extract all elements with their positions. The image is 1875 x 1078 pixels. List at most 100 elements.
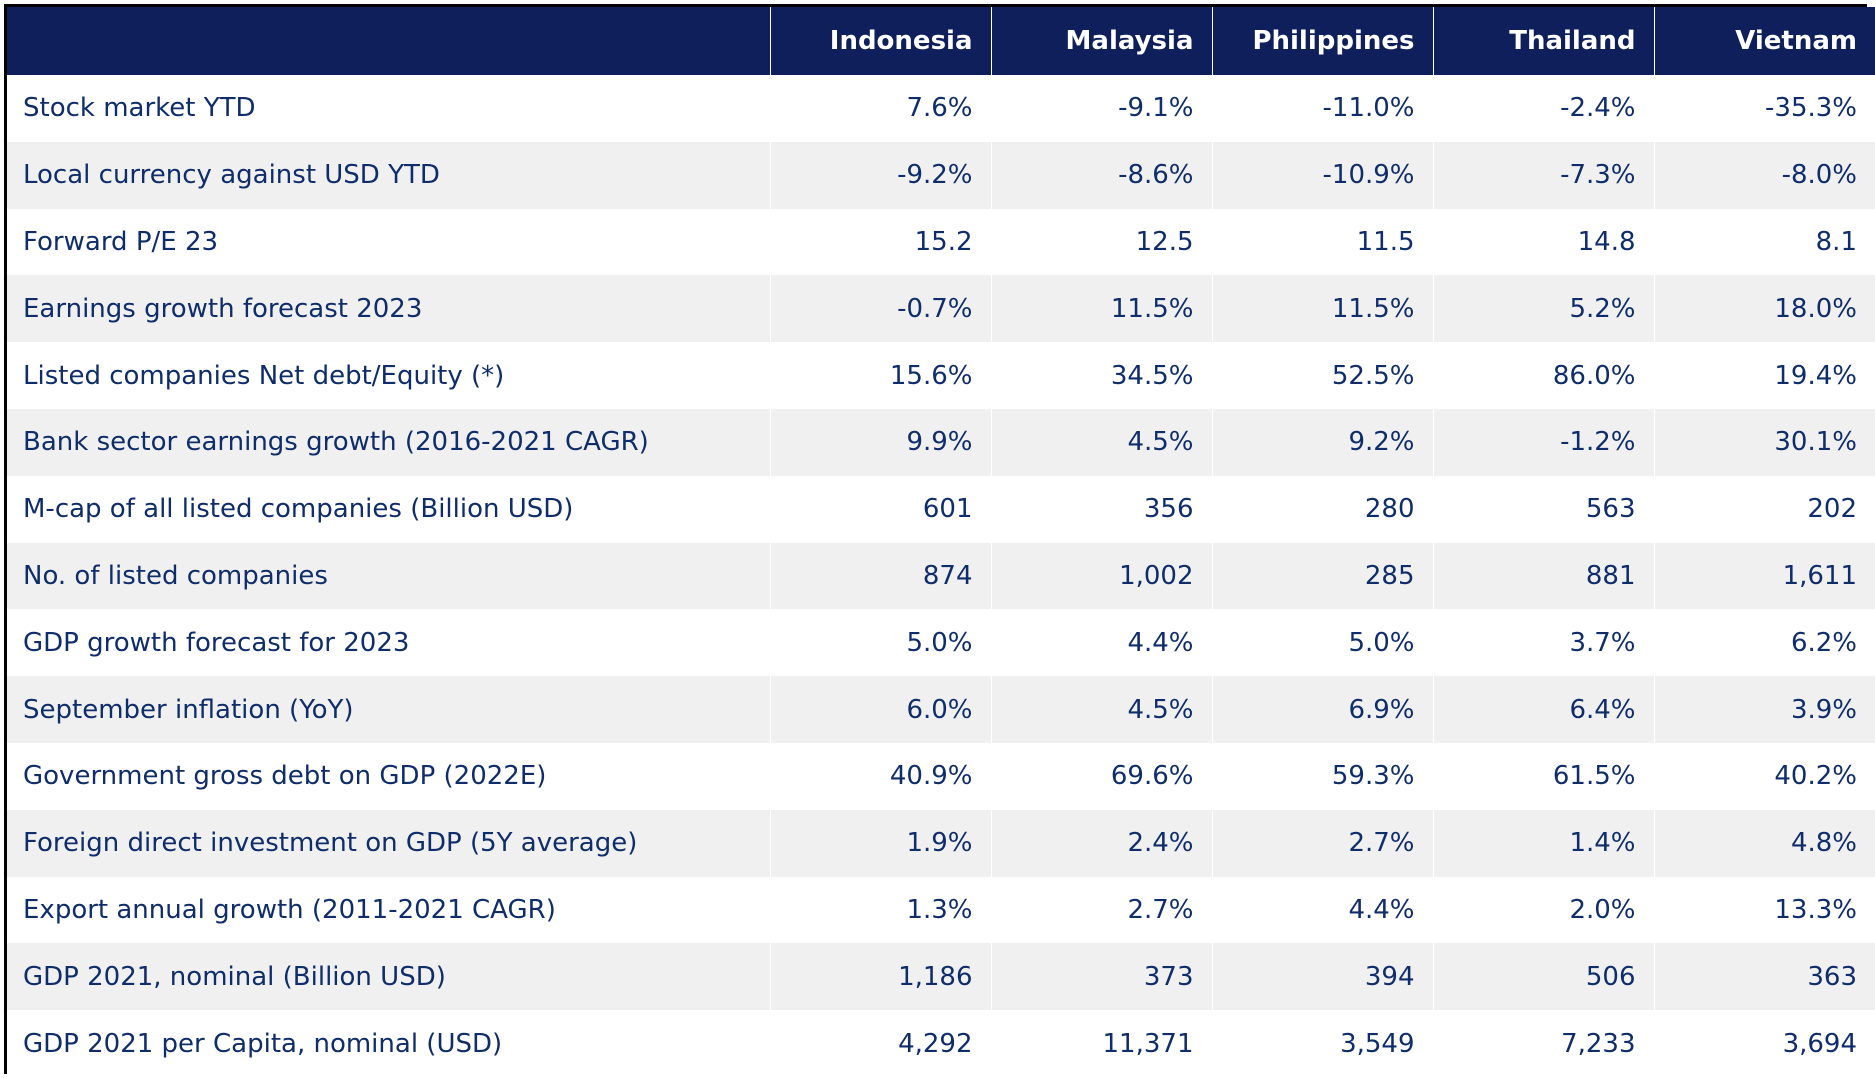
table-row: Foreign direct investment on GDP (5Y ave…: [7, 809, 1875, 877]
cell-vietnam: -35.3%: [1653, 75, 1875, 142]
cell-vietnam: 40.2%: [1653, 742, 1875, 810]
table-row: No. of listed companies 874 1,002 285 881 1,6…: [7, 542, 1875, 610]
cell-malaysia: -8.6%: [990, 141, 1212, 209]
cell-thailand: 86.0%: [1432, 342, 1654, 409]
table-row: Stock market YTD 7.6% -9.1% -11.0% -2.4% -35.…: [7, 75, 1875, 142]
header-malaysia: Malaysia: [990, 7, 1212, 75]
row-label: September inflation (YoY): [23, 694, 354, 725]
cell-thailand: 2.0%: [1432, 876, 1654, 944]
cell-vietnam: 30.1%: [1653, 408, 1875, 476]
cell-vietnam: 8.1: [1653, 208, 1875, 276]
cell-thailand: -2.4%: [1432, 75, 1654, 142]
cell-malaysia: 69.6%: [990, 742, 1212, 810]
cell-thailand: 14.8: [1432, 208, 1654, 276]
cell-malaysia: 356: [990, 475, 1212, 543]
row-label: No. of listed companies: [23, 560, 328, 591]
cell-philippines: 280: [1211, 475, 1433, 543]
cell-philippines: 2.7%: [1211, 809, 1433, 877]
row-label: M-cap of all listed companies (Billion U…: [23, 494, 574, 525]
cell-philippines: 3,549: [1211, 1010, 1433, 1077]
cell-indonesia: 1.9%: [769, 809, 991, 877]
table-row: M-cap of all listed companies (Billion U…: [7, 475, 1875, 543]
cell-philippines: -11.0%: [1211, 75, 1433, 142]
data-table: Indonesia Malaysia Philippines Thailand …: [7, 7, 1875, 1077]
table-header: Indonesia Malaysia Philippines Thailand …: [7, 7, 1875, 75]
row-label: Listed companies Net debt/Equity (*): [23, 360, 505, 391]
row-label: Government gross debt on GDP (2022E): [23, 761, 547, 792]
cell-philippines: -10.9%: [1211, 141, 1433, 209]
cell-philippines: 52.5%: [1211, 342, 1433, 409]
header-indonesia: Indonesia: [769, 7, 991, 75]
cell-indonesia: 15.6%: [769, 342, 991, 409]
cell-indonesia: 15.2: [769, 208, 991, 276]
cell-malaysia: 11.5%: [990, 275, 1212, 343]
cell-thailand: 7,233: [1432, 1010, 1654, 1077]
row-label: GDP 2021 per Capita, nominal (USD): [23, 1028, 503, 1059]
cell-indonesia: 1,186: [769, 943, 991, 1011]
header-corner-cell: [7, 7, 770, 75]
cell-malaysia: 4.5%: [990, 676, 1212, 743]
cell-vietnam: 1,611: [1653, 542, 1875, 610]
row-label: GDP growth forecast for 2023: [23, 627, 410, 658]
cell-philippines: 4.4%: [1211, 876, 1433, 944]
table-row: GDP 2021, nominal (Billion USD) 1,186 373 3…: [7, 943, 1875, 1011]
row-label: Local currency against USD YTD: [23, 160, 440, 191]
cell-indonesia: 1.3%: [769, 876, 991, 944]
cell-vietnam: -8.0%: [1653, 141, 1875, 209]
cell-thailand: 5.2%: [1432, 275, 1654, 343]
table-body: Stock market YTD 7.6% -9.1% -11.0% -2.4% -35.…: [7, 75, 1875, 1077]
cell-malaysia: 2.7%: [990, 876, 1212, 944]
cell-thailand: 1.4%: [1432, 809, 1654, 877]
header-philippines: Philippines: [1211, 7, 1433, 75]
table-row: Government gross debt on GDP (2022E) 40.9…: [7, 742, 1875, 810]
cell-vietnam: 19.4%: [1653, 342, 1875, 409]
cell-vietnam: 18.0%: [1653, 275, 1875, 343]
cell-indonesia: 40.9%: [769, 742, 991, 810]
cell-thailand: 6.4%: [1432, 676, 1654, 743]
cell-thailand: 881: [1432, 542, 1654, 610]
row-label: Stock market YTD: [23, 93, 256, 124]
cell-malaysia: 1,002: [990, 542, 1212, 610]
cell-thailand: -1.2%: [1432, 408, 1654, 476]
cell-vietnam: 3.9%: [1653, 676, 1875, 743]
table-row: Export annual growth (2011-2021 CAGR) 1.3…: [7, 876, 1875, 944]
cell-indonesia: 4,292: [769, 1010, 991, 1077]
cell-thailand: 506: [1432, 943, 1654, 1011]
cell-philippines: 5.0%: [1211, 609, 1433, 677]
cell-malaysia: -9.1%: [990, 75, 1212, 142]
cell-philippines: 11.5%: [1211, 275, 1433, 343]
cell-vietnam: 4.8%: [1653, 809, 1875, 877]
table-row: Listed companies Net debt/Equity (*) 15.6…: [7, 342, 1875, 409]
cell-malaysia: 11,371: [990, 1010, 1212, 1077]
cell-indonesia: 601: [769, 475, 991, 543]
cell-indonesia: -9.2%: [769, 141, 991, 209]
cell-malaysia: 2.4%: [990, 809, 1212, 877]
cell-vietnam: 202: [1653, 475, 1875, 543]
cell-indonesia: 7.6%: [769, 75, 991, 142]
cell-philippines: 59.3%: [1211, 742, 1433, 810]
cell-thailand: -7.3%: [1432, 141, 1654, 209]
cell-malaysia: 34.5%: [990, 342, 1212, 409]
table-frame: Indonesia Malaysia Philippines Thailand …: [4, 4, 1875, 1077]
cell-vietnam: 3,694: [1653, 1010, 1875, 1077]
row-label: GDP 2021, nominal (Billion USD): [23, 961, 446, 992]
row-label: Foreign direct investment on GDP (5Y ave…: [23, 828, 638, 859]
table-row: GDP 2021 per Capita, nominal (USD) 4,292 1…: [7, 1010, 1875, 1077]
cell-indonesia: 6.0%: [769, 676, 991, 743]
header-row: Indonesia Malaysia Philippines Thailand …: [7, 7, 1875, 75]
cell-malaysia: 4.5%: [990, 408, 1212, 476]
header-vietnam: Vietnam: [1653, 7, 1875, 75]
cell-indonesia: 874: [769, 542, 991, 610]
table-row: Local currency against USD YTD -9.2% -8.6%…: [7, 141, 1875, 209]
cell-indonesia: -0.7%: [769, 275, 991, 343]
row-label: Earnings growth forecast 2023: [23, 293, 423, 324]
cell-philippines: 394: [1211, 943, 1433, 1011]
cell-malaysia: 373: [990, 943, 1212, 1011]
cell-philippines: 9.2%: [1211, 408, 1433, 476]
cell-vietnam: 363: [1653, 943, 1875, 1011]
row-label: Forward P/E 23: [23, 226, 219, 257]
cell-malaysia: 4.4%: [990, 609, 1212, 677]
cell-philippines: 6.9%: [1211, 676, 1433, 743]
table-row: September inflation (YoY) 6.0% 4.5% 6.9% 6.4…: [7, 676, 1875, 743]
cell-indonesia: 5.0%: [769, 609, 991, 677]
